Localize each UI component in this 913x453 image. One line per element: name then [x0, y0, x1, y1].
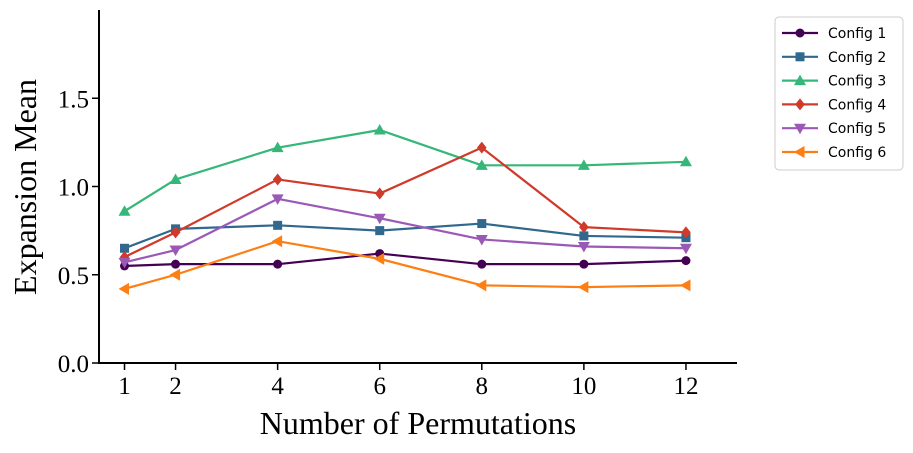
data-point	[271, 194, 284, 205]
data-point	[118, 205, 131, 216]
legend-label: Config 2	[828, 50, 886, 66]
data-point	[374, 187, 385, 200]
legend-item: Config 5	[782, 121, 886, 137]
y-axis-label: Expansion Mean	[7, 79, 43, 295]
data-point	[475, 159, 488, 170]
legend-marker	[794, 123, 806, 135]
data-point	[577, 242, 590, 253]
x-axis-label: Number of Permutations	[260, 405, 576, 441]
legend-label: Config 5	[828, 121, 886, 137]
legend-label: Config 4	[828, 97, 886, 113]
x-tick-label: 1	[118, 373, 131, 400]
y-ticks: 0.0 0.5 1.0 1.5	[58, 86, 99, 378]
data-point	[169, 173, 182, 184]
data-point	[170, 226, 181, 239]
data-point	[375, 226, 385, 236]
data-point	[475, 234, 488, 246]
data-point	[373, 252, 385, 265]
x-tick-label: 12	[673, 373, 698, 400]
series-line	[124, 197, 686, 264]
data-point	[271, 141, 284, 153]
data-point	[118, 282, 130, 295]
series-layer	[118, 124, 692, 295]
legend-label: Config 1	[828, 26, 886, 42]
legend-item: Config 4	[782, 97, 886, 113]
data-point	[579, 221, 589, 234]
data-point	[373, 124, 386, 135]
data-point	[477, 141, 487, 154]
data-point	[171, 259, 181, 269]
legend-marker	[794, 146, 805, 158]
legend: Config 1 Config 2 Config 3 Config 4 Config 5…	[774, 16, 904, 171]
data-point	[475, 279, 487, 292]
legend-marker	[795, 28, 805, 38]
x-tick-label: 4	[271, 373, 284, 400]
x-tick-label: 10	[571, 373, 596, 400]
data-point	[169, 268, 181, 281]
data-point	[272, 173, 283, 186]
legend-item: Config 6	[782, 145, 886, 161]
data-point	[681, 226, 691, 239]
data-point	[579, 259, 589, 269]
data-point	[273, 259, 283, 269]
series-1	[120, 249, 691, 271]
legend-marker	[794, 74, 806, 86]
x-tick-label: 2	[169, 373, 182, 400]
data-point	[579, 231, 589, 241]
y-tick-label: 0.5	[58, 263, 89, 290]
data-point	[679, 243, 692, 255]
series-3	[118, 124, 692, 216]
legend-label: Config 6	[828, 145, 886, 161]
legend-marker	[795, 98, 805, 111]
data-point	[477, 219, 487, 229]
series-5	[118, 194, 692, 269]
data-point	[273, 220, 283, 230]
y-tick-label: 1.5	[58, 86, 89, 113]
data-point	[271, 235, 283, 248]
data-point	[679, 279, 691, 292]
legend-label: Config 3	[828, 74, 886, 90]
data-point	[577, 281, 589, 294]
y-tick-label: 1.0	[58, 175, 89, 202]
data-point	[681, 256, 691, 266]
x-tick-label: 8	[476, 373, 489, 400]
data-point	[477, 259, 487, 269]
series-line	[123, 128, 686, 213]
data-point	[169, 245, 182, 257]
legend-item: Config 3	[782, 74, 886, 90]
legend-item: Config 2	[782, 50, 886, 66]
y-tick-label: 0.0	[58, 351, 89, 378]
data-point	[118, 257, 131, 269]
axes	[98, 10, 737, 364]
x-ticks: 1 2 4 6 8 10 12	[118, 363, 698, 400]
series-6	[118, 235, 691, 295]
data-point	[120, 243, 130, 253]
legend-item: Config 1	[782, 26, 886, 42]
series-4	[119, 141, 691, 264]
data-point	[373, 213, 386, 225]
x-tick-label: 6	[373, 373, 386, 400]
data-point	[679, 155, 692, 167]
legend-marker	[795, 52, 805, 62]
data-point	[577, 159, 590, 170]
legend-frame	[774, 16, 904, 171]
